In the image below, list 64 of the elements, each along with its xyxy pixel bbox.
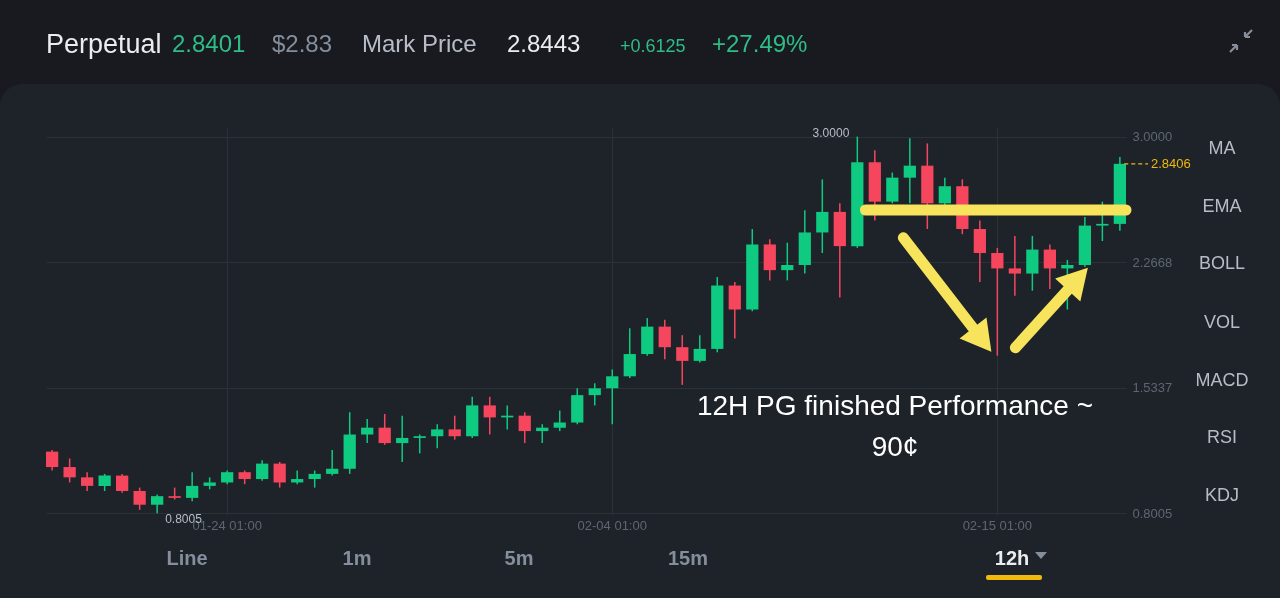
candlestick: [186, 471, 199, 503]
x-tick-label: 02-04 01:00: [577, 517, 647, 533]
text: EMA: [1201, 196, 1243, 216]
text: BOLL: [1198, 253, 1246, 273]
text: MACD: [1194, 370, 1250, 390]
candlestick: [676, 334, 689, 386]
y-tick-label: 1.5337: [1132, 380, 1173, 396]
candlestick: [1008, 235, 1021, 297]
candlestick: [886, 171, 899, 205]
candlestick: [378, 413, 391, 446]
candlestick: [116, 473, 129, 494]
text: 12h: [993, 547, 1031, 569]
candlestick: [81, 471, 94, 492]
candlestick: [361, 418, 374, 444]
candlestick: [991, 247, 1004, 357]
candlestick: [396, 414, 409, 463]
candlestick: [63, 457, 76, 484]
candlestick: [816, 178, 829, 254]
text: 2.8443: [507, 30, 581, 57]
y-tick-label: 3.0000: [1132, 129, 1173, 145]
candlestick: [273, 461, 286, 489]
chart-title: Perpetual: [46, 29, 162, 59]
text: 2.8401: [172, 30, 246, 57]
candlestick: [728, 281, 741, 340]
y-tick-label: 2.2668: [1132, 254, 1173, 270]
candlestick: [973, 219, 986, 283]
text: VOL: [1203, 312, 1241, 332]
text: MA: [1207, 138, 1237, 158]
text: KDJ: [1204, 485, 1240, 505]
candlestick: [658, 319, 671, 360]
candlestick: [903, 137, 916, 205]
text: $2.83: [272, 30, 333, 57]
candlestick: [1043, 243, 1056, 290]
text: RSI: [1206, 427, 1238, 447]
candlestick: [781, 241, 794, 282]
candlestick: [256, 459, 269, 482]
text: Line: [165, 547, 209, 569]
candlestick: [518, 411, 531, 444]
candlestick: [326, 449, 339, 477]
text: 1m: [341, 547, 373, 569]
candlestick: [151, 493, 164, 514]
candlestick: [623, 327, 636, 379]
candlestick: [448, 414, 461, 441]
candlestick: [431, 423, 444, 449]
y-tick-label: 0.8005: [1132, 505, 1173, 521]
x-tick-label: 02-15 01:00: [962, 517, 1033, 533]
candlestick: [413, 433, 426, 455]
annotation: 12H PG finished Performance ~ 90¢: [695, 389, 1095, 464]
candlestick: [693, 334, 706, 364]
candlestick: [588, 382, 601, 407]
candlestick: [46, 449, 59, 472]
candlestick: [553, 409, 566, 432]
text: Mark Price: [362, 30, 477, 57]
ref-line-label: 2.8406: [1151, 155, 1191, 171]
text: 15m: [667, 547, 709, 569]
candlestick: [133, 486, 146, 511]
annotation: 3.0000: [812, 125, 850, 140]
candlestick: [606, 368, 619, 425]
text: +0.6125: [620, 36, 686, 56]
candlestick: [1026, 235, 1039, 292]
candlestick: [483, 396, 496, 436]
text: +27.49%: [712, 30, 808, 57]
text: 5m: [503, 547, 535, 569]
candlestick: [938, 176, 951, 206]
